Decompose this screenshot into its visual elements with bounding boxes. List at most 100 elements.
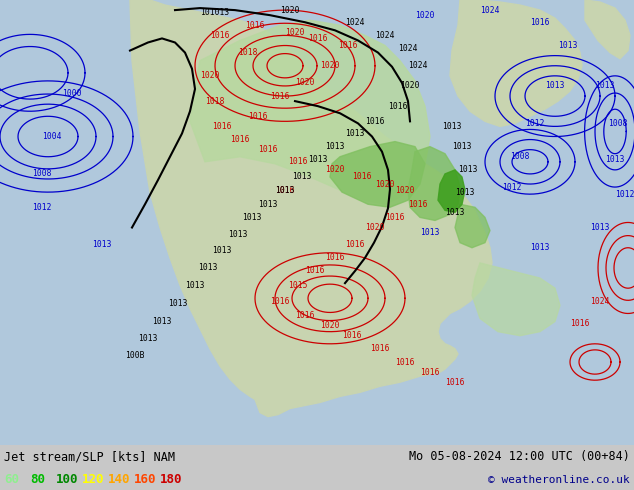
Text: 1013: 1013 xyxy=(595,81,615,91)
Text: 1013: 1013 xyxy=(545,81,565,91)
Polygon shape xyxy=(255,314,308,416)
Text: 160: 160 xyxy=(134,473,157,487)
Text: Jet stream/SLP [kts] NAM: Jet stream/SLP [kts] NAM xyxy=(4,450,175,464)
Text: 1016: 1016 xyxy=(420,368,440,377)
Text: 1012: 1012 xyxy=(32,203,52,212)
Text: 1016: 1016 xyxy=(210,31,230,40)
Polygon shape xyxy=(130,0,492,410)
Text: 1013: 1013 xyxy=(445,208,465,217)
Text: 1013: 1013 xyxy=(455,188,475,196)
Text: 1024: 1024 xyxy=(375,31,395,40)
Text: 1013: 1013 xyxy=(420,228,440,237)
Text: 1020: 1020 xyxy=(365,223,385,232)
Text: 1013: 1013 xyxy=(242,213,262,222)
Text: 1020: 1020 xyxy=(280,5,300,15)
Text: 1016: 1016 xyxy=(258,145,278,154)
Text: Mo 05-08-2024 12:00 UTC (00+84): Mo 05-08-2024 12:00 UTC (00+84) xyxy=(409,450,630,464)
Text: 101013: 101013 xyxy=(200,8,230,17)
Text: 1016: 1016 xyxy=(305,267,325,275)
Text: 1013: 1013 xyxy=(212,246,232,255)
Text: 1020: 1020 xyxy=(285,28,305,37)
Text: 1016: 1016 xyxy=(445,378,465,387)
Text: 1016: 1016 xyxy=(288,157,307,166)
Text: 1024: 1024 xyxy=(408,61,428,70)
Text: 180: 180 xyxy=(160,473,183,487)
Text: 1024: 1024 xyxy=(398,44,418,53)
Text: 1024: 1024 xyxy=(346,18,365,27)
Polygon shape xyxy=(472,263,560,336)
Text: 1020: 1020 xyxy=(320,321,340,330)
Text: 1016: 1016 xyxy=(570,319,590,328)
Text: 1012: 1012 xyxy=(502,183,522,192)
Text: 1013: 1013 xyxy=(292,172,312,181)
Text: 1008: 1008 xyxy=(510,152,530,161)
Polygon shape xyxy=(450,0,582,126)
Text: 1016: 1016 xyxy=(295,311,314,320)
Text: 1016: 1016 xyxy=(408,200,428,209)
Text: 1020: 1020 xyxy=(415,11,435,20)
Text: 1013: 1013 xyxy=(452,142,472,151)
Text: 1016: 1016 xyxy=(245,21,265,30)
Text: 1016: 1016 xyxy=(212,122,232,131)
Text: 1013: 1013 xyxy=(168,299,188,308)
Text: 1012: 1012 xyxy=(615,190,634,198)
Text: 80: 80 xyxy=(30,473,45,487)
Text: 1020: 1020 xyxy=(395,186,415,195)
Text: 1016: 1016 xyxy=(249,112,268,121)
Text: 1020: 1020 xyxy=(295,78,314,87)
Text: 1013: 1013 xyxy=(228,230,248,239)
Text: 1013: 1013 xyxy=(152,317,172,326)
Text: 1024: 1024 xyxy=(590,297,610,306)
Text: 1018: 1018 xyxy=(238,48,258,57)
Text: 1004: 1004 xyxy=(42,132,61,141)
Text: 1000: 1000 xyxy=(62,89,82,98)
Text: 1016: 1016 xyxy=(275,186,295,195)
Text: 120: 120 xyxy=(82,473,105,487)
Text: 1013: 1013 xyxy=(590,223,610,232)
Text: 1013: 1013 xyxy=(138,334,158,343)
Text: 1016: 1016 xyxy=(325,253,345,262)
Text: 60: 60 xyxy=(4,473,19,487)
Text: 1016: 1016 xyxy=(308,34,328,43)
Text: 1016: 1016 xyxy=(388,101,408,111)
Text: 1016: 1016 xyxy=(230,135,250,144)
Text: 1016: 1016 xyxy=(385,213,404,222)
Polygon shape xyxy=(408,147,460,220)
Polygon shape xyxy=(330,142,425,207)
Polygon shape xyxy=(438,170,465,212)
Text: 100: 100 xyxy=(56,473,79,487)
Text: 1016: 1016 xyxy=(342,331,362,340)
Text: 1020: 1020 xyxy=(325,166,345,174)
Text: 1013: 1013 xyxy=(275,186,295,195)
Text: 1013: 1013 xyxy=(93,240,112,249)
Text: 1013: 1013 xyxy=(443,122,462,131)
Text: 1016: 1016 xyxy=(270,92,290,100)
Text: 1020: 1020 xyxy=(200,72,220,80)
Text: 1020: 1020 xyxy=(320,61,340,70)
Text: 1013: 1013 xyxy=(308,155,328,164)
Text: 1013: 1013 xyxy=(185,281,205,290)
Text: 1020: 1020 xyxy=(375,179,395,189)
Text: 1013: 1013 xyxy=(605,155,624,164)
Text: 1012: 1012 xyxy=(525,119,545,128)
Text: 1016: 1016 xyxy=(339,41,358,50)
Text: 1008: 1008 xyxy=(608,119,628,128)
Polygon shape xyxy=(455,204,490,248)
Text: 1016: 1016 xyxy=(530,18,550,27)
Text: 1013: 1013 xyxy=(258,200,278,209)
Text: 1013: 1013 xyxy=(559,41,578,50)
Text: 1013: 1013 xyxy=(325,142,345,151)
Text: 1008: 1008 xyxy=(32,170,52,178)
Text: 1015: 1015 xyxy=(288,281,307,290)
Text: 1016: 1016 xyxy=(270,297,290,306)
Text: © weatheronline.co.uk: © weatheronline.co.uk xyxy=(488,475,630,485)
Text: 100B: 100B xyxy=(126,351,145,361)
Text: 1016: 1016 xyxy=(395,358,415,367)
Text: 1013: 1013 xyxy=(198,264,217,272)
Text: 1016: 1016 xyxy=(370,344,390,353)
Text: 1024: 1024 xyxy=(480,5,500,15)
Text: 1013: 1013 xyxy=(458,166,478,174)
Text: 1020: 1020 xyxy=(400,81,420,91)
Text: 1016: 1016 xyxy=(346,240,365,249)
Text: 1013: 1013 xyxy=(346,129,365,138)
